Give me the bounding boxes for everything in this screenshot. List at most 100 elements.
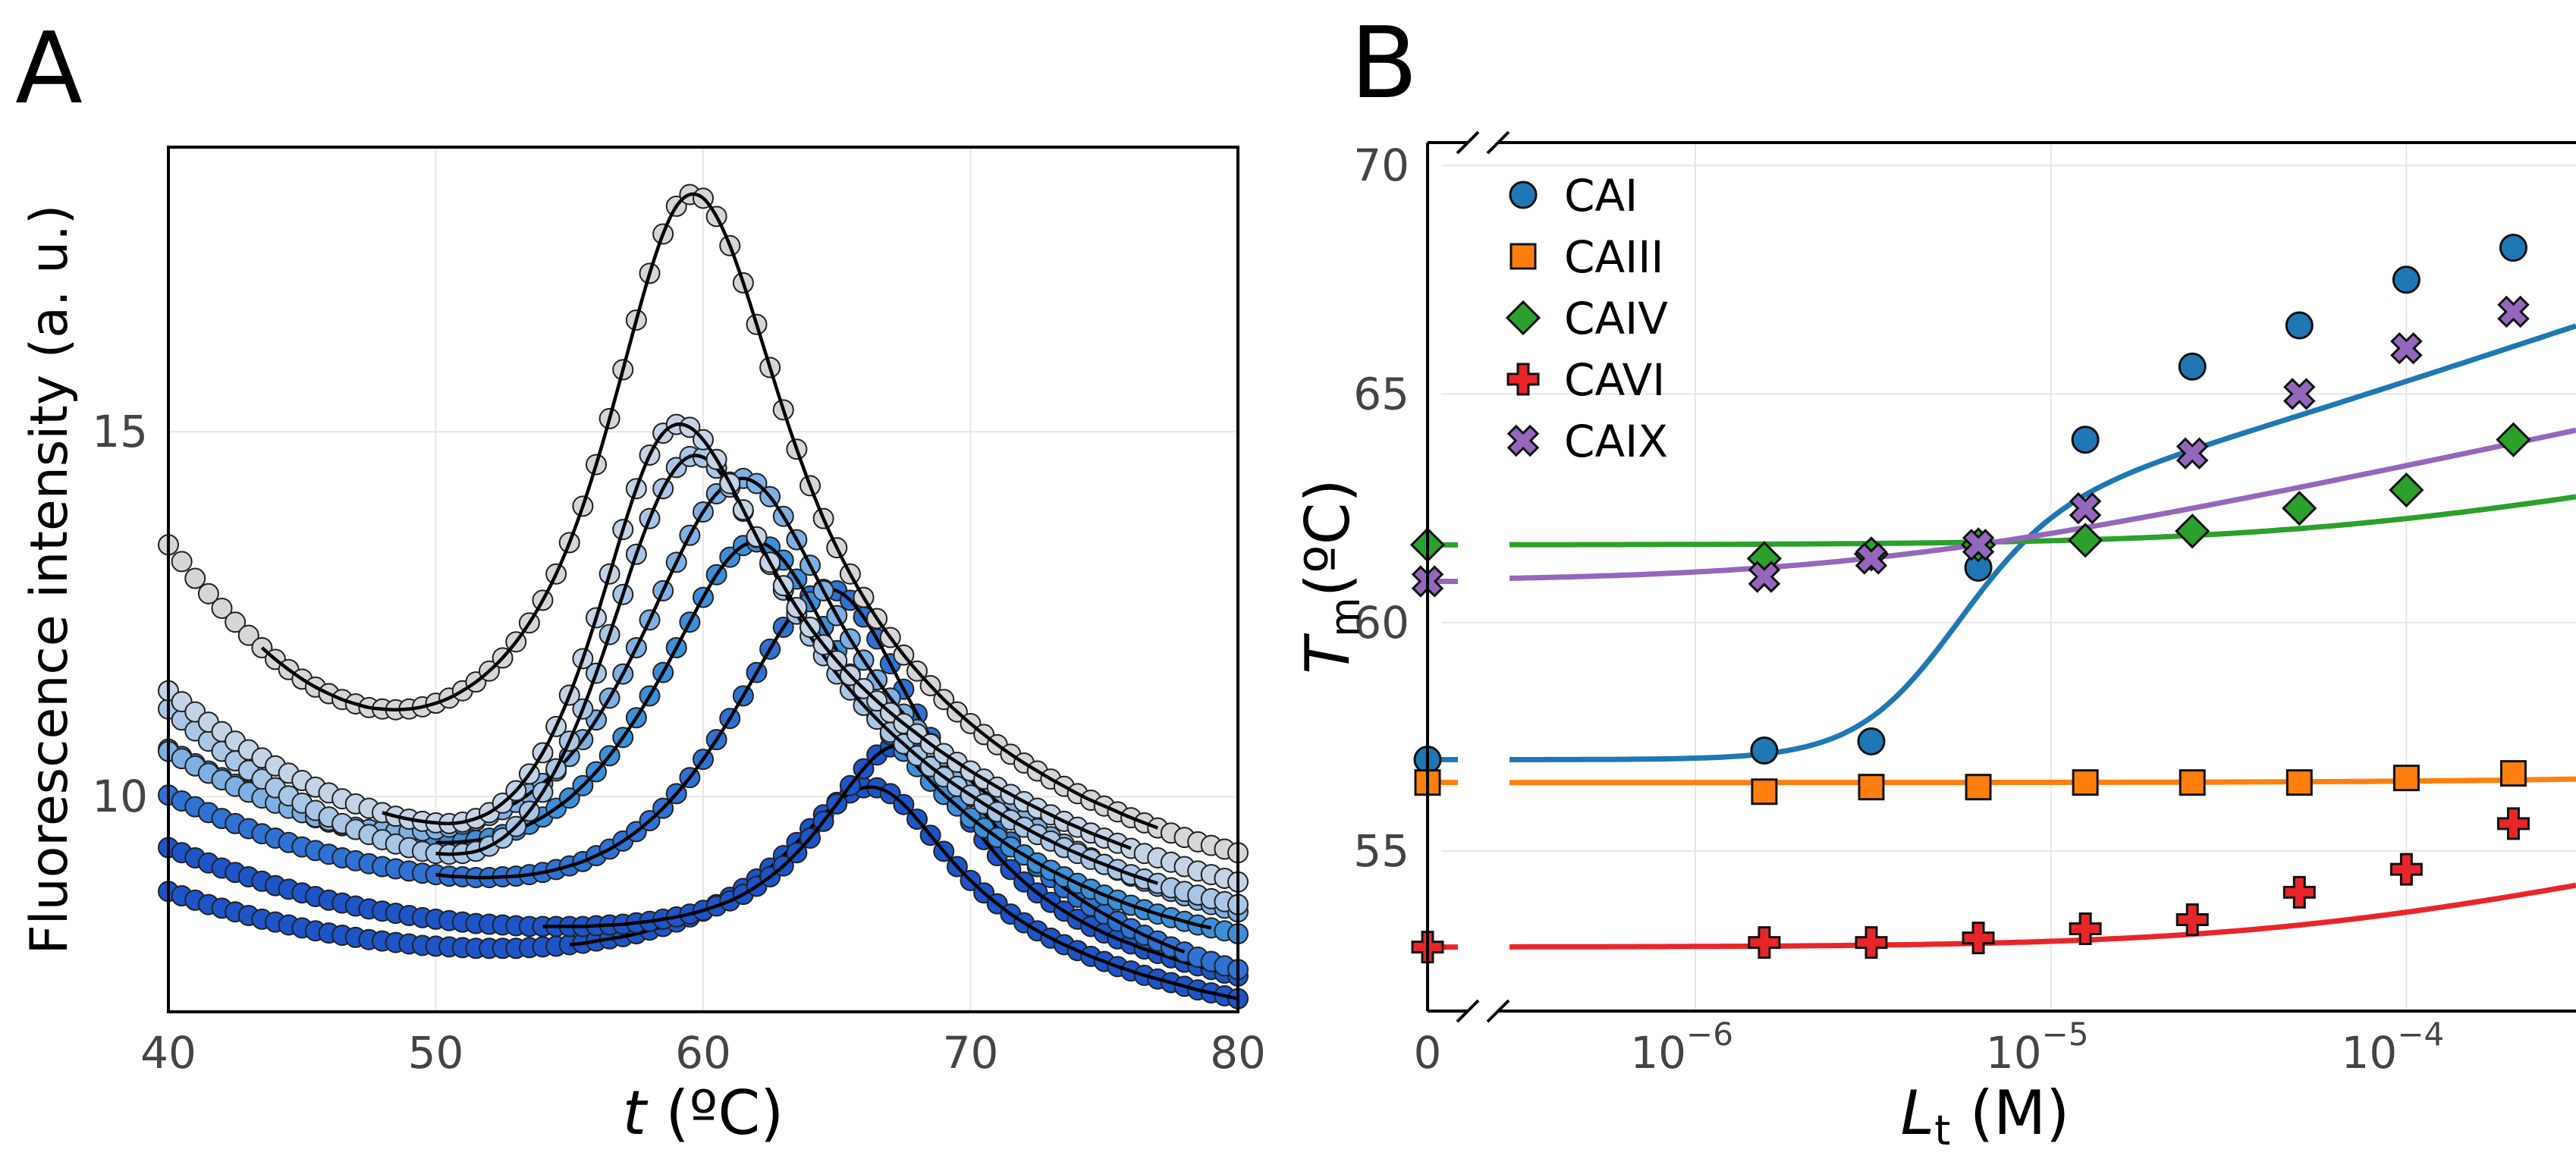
panel-b-point — [2069, 491, 2102, 525]
panel-b-ytick-label: 65 — [1353, 368, 1409, 419]
panel-a-series-group — [158, 413, 1249, 893]
panel-b-xtick-label: 10−6 — [1630, 1016, 1733, 1079]
panel-a-point — [197, 583, 219, 605]
legend-item-cavi: CAVI — [1506, 354, 1665, 406]
panel-b-axis-break-mark — [1486, 130, 1510, 155]
panel-b-point — [2392, 265, 2420, 294]
legend-label: CAIX — [1564, 416, 1668, 467]
panel-b-point — [1855, 542, 1888, 575]
panel-b-point — [2392, 765, 2420, 792]
panel-a-xlabel: t (ºC) — [623, 1078, 784, 1148]
panel-b-fit-curve — [1509, 323, 2576, 762]
panel-a-point — [211, 598, 233, 619]
panel-b-frame — [1426, 130, 2576, 1023]
panel-a-ylabel: Fluorescence intensity (a. u.) — [20, 205, 80, 955]
panel-a-xlabel-var: t — [623, 1078, 649, 1148]
panel-b-point — [2175, 437, 2209, 470]
panel-b-ylabel-var: T — [1293, 633, 1363, 674]
panel-a-fit-curve — [260, 192, 1159, 830]
panel-a-ytick-label: 10 — [92, 771, 148, 822]
panel-b-point — [2282, 875, 2316, 909]
legend-label: CAVI — [1564, 354, 1665, 406]
panel-b-axis-break-mark — [1486, 999, 1510, 1023]
panel-b-point — [2390, 331, 2423, 365]
panel-b-point — [2389, 853, 2423, 886]
panel-a-xtick-label: 60 — [675, 1027, 731, 1079]
panel-b-point — [2389, 472, 2424, 508]
panel-label-b: B — [1350, 5, 1418, 121]
panel-b-axis-break-mark — [1456, 130, 1480, 155]
panel-b-point — [2285, 311, 2314, 340]
legend-marker — [1506, 424, 1540, 457]
panel-b-point — [2178, 352, 2207, 381]
panel-b-point — [2282, 490, 2317, 526]
panel-b-axis-break-mark — [1456, 999, 1480, 1023]
panel-a: 40 50 60 70 80 10 15 t (ºC) Fluorescence inten… — [20, 146, 1266, 1148]
legend-item-caix: CAIX — [1506, 416, 1668, 467]
panel-b-point — [1965, 774, 1992, 801]
panel-a-series — [158, 184, 1249, 1010]
panel-a-point — [184, 567, 206, 589]
legend-label: CAIV — [1564, 293, 1668, 344]
panel-b-legend: CAI CAIII CAIV CAVI CAIX — [1505, 170, 1668, 467]
panel-b-xtick-base: 10 — [1630, 1027, 1686, 1079]
panel-b-xlabel-sub: t — [1934, 1107, 1950, 1154]
panel-b-point — [1748, 926, 1781, 959]
panel-a-xtick-label: 40 — [140, 1027, 196, 1079]
panel-a-point — [171, 551, 193, 573]
panel-b-point — [2071, 426, 2100, 454]
panel-a-xtick-label: 80 — [1210, 1027, 1266, 1079]
panel-b-point — [2179, 769, 2206, 796]
legend-marker — [1505, 300, 1541, 336]
panel-a-fit-curve — [382, 422, 1132, 850]
legend-item-caiv: CAIV — [1505, 293, 1668, 344]
panel-a-xlabel-unit: (ºC) — [646, 1078, 784, 1148]
panel-b-xtick-label: 10−5 — [1986, 1016, 2089, 1079]
panel-b-fit-cavi — [1428, 882, 2576, 950]
panel-b-point — [1748, 561, 1781, 593]
panel-b-ylabel-unit: (ºC) — [1293, 479, 1363, 597]
panel-a-series-group — [158, 184, 1249, 864]
panel-b-fit-curve — [1509, 427, 2576, 581]
legend-marker — [1509, 243, 1537, 270]
panel-a-xtick-label: 50 — [408, 1027, 464, 1079]
panel-a-ytick-label: 15 — [92, 406, 148, 457]
panel-b-fit-curve — [1509, 882, 2576, 950]
panel-b-xtick-base: 10 — [1986, 1027, 2042, 1079]
panel-b-xtick-exp: −4 — [2397, 1016, 2444, 1053]
panel-b-point — [2499, 234, 2527, 262]
panel-a-fit-curve — [435, 540, 1212, 930]
panel-b-point — [1751, 778, 1778, 806]
panel-b-point — [2496, 422, 2531, 457]
panel-a-frame — [167, 146, 1239, 1013]
panel-a-point — [225, 611, 247, 633]
panel-b-xlabel-unit: (M) — [1950, 1078, 2069, 1148]
panel-b-xtick-exp: −6 — [1686, 1016, 1733, 1053]
panel-a-xtick-label: 70 — [943, 1027, 999, 1079]
panel-b-point — [2069, 912, 2102, 946]
panel-b-point — [1750, 736, 1779, 765]
legend-label: CAIII — [1564, 231, 1664, 283]
legend-label: CAI — [1564, 170, 1638, 221]
panel-b-point — [2285, 769, 2313, 796]
panel-b-xtick-exp: −5 — [2042, 1016, 2089, 1053]
panel-b-ylabel: Tm(ºC) — [1293, 479, 1369, 674]
panel-b-xtick-label: 10−4 — [2342, 1016, 2445, 1079]
legend-item-caiii: CAIII — [1509, 231, 1664, 283]
panel-b-point — [2068, 523, 2103, 558]
panel-b-point — [2175, 903, 2209, 936]
panel-b-ytick-label: 70 — [1353, 140, 1409, 191]
panel-b-xlabel: Lt (M) — [1901, 1078, 2070, 1154]
panel-b-ytick-label: 55 — [1353, 825, 1409, 877]
panel-b-markers — [1409, 234, 2531, 964]
legend-marker — [1506, 363, 1540, 396]
panel-b-xtick-zero: 0 — [1414, 1027, 1442, 1079]
panel-b-point — [2496, 807, 2530, 840]
panel-label-a: A — [15, 11, 83, 126]
panel-a-ticks: 40 50 60 70 80 10 15 — [92, 406, 1266, 1079]
legend-marker — [1509, 181, 1538, 209]
